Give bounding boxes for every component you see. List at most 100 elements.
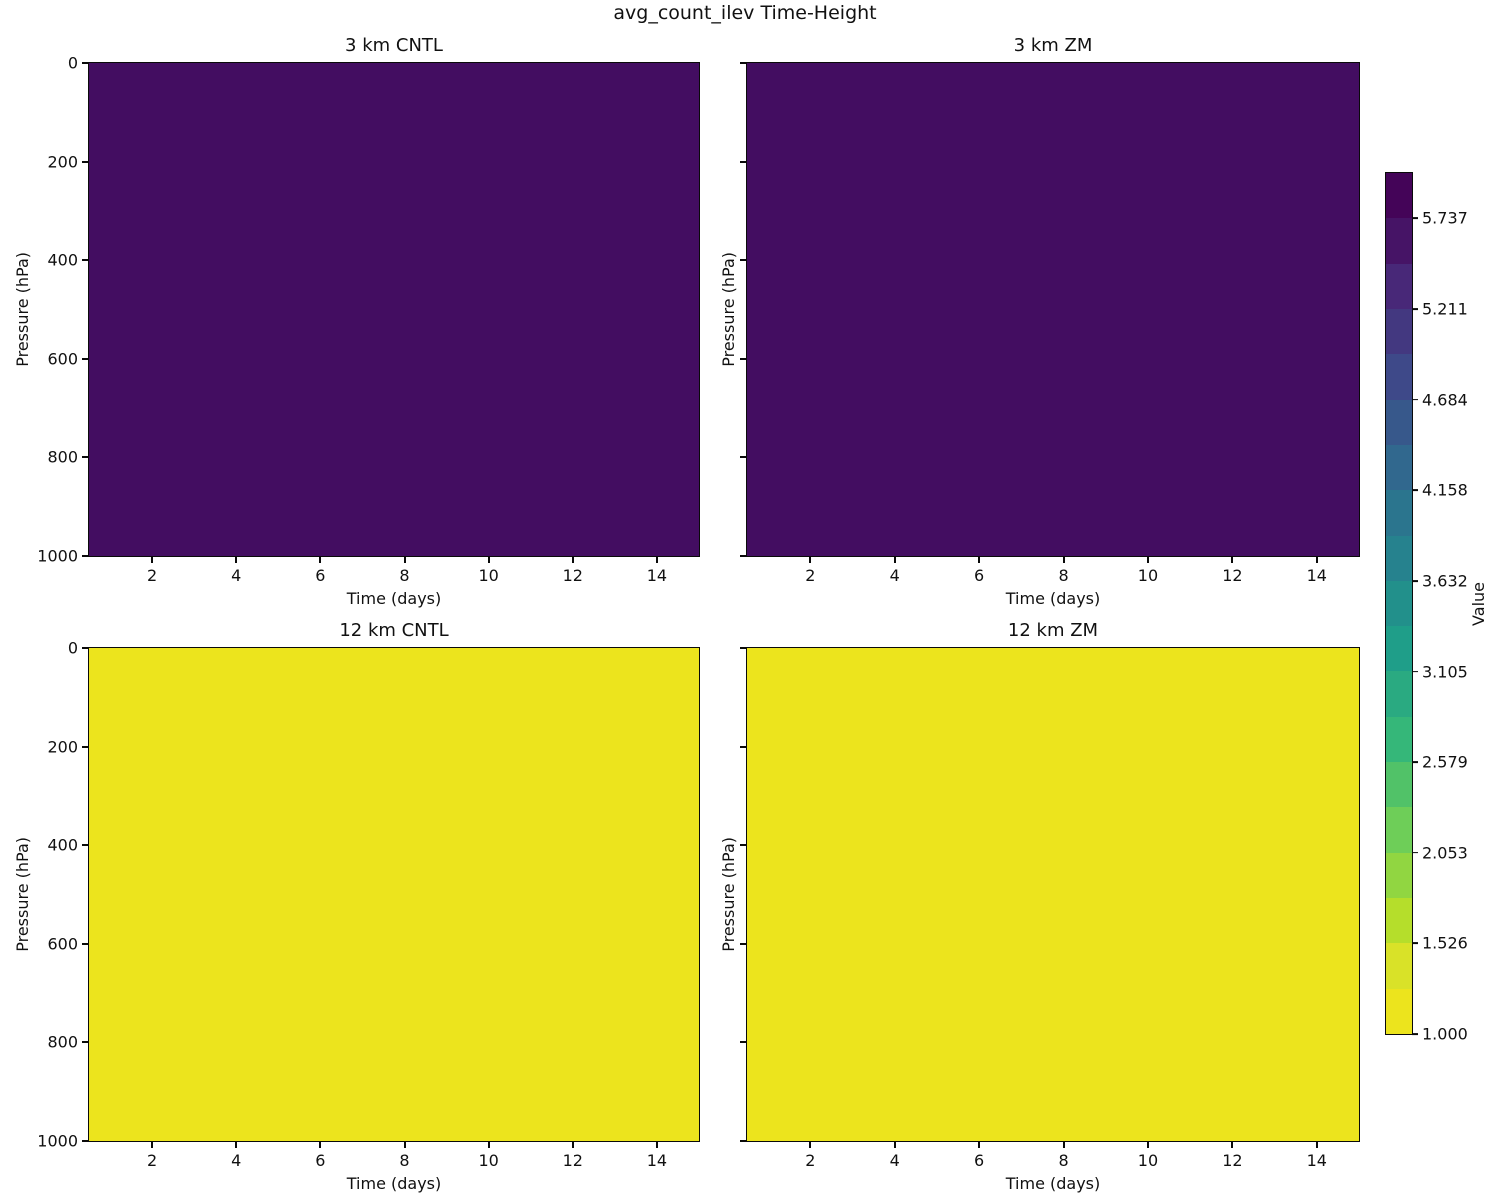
- colorbar-tick-mark: [1412, 1033, 1418, 1035]
- x-tick-mark: [809, 556, 812, 563]
- x-axis-label: Time (days): [1005, 589, 1101, 608]
- colorbar-segment: [1386, 943, 1412, 989]
- colorbar-tick-label: 4.684: [1422, 390, 1468, 410]
- colorbar-segment: [1386, 580, 1412, 627]
- figure-title: avg_count_ilev Time-Height: [613, 2, 877, 24]
- x-tick-label: 14: [1306, 566, 1327, 585]
- x-tick-label: 10: [1137, 566, 1159, 585]
- x-tick-mark: [487, 556, 490, 563]
- heatmap-3km-zm: 3 km ZM Pressure (hPa) Time (days) 2 4 6 8 1…: [719, 35, 1360, 608]
- x-tick-mark: [978, 556, 981, 563]
- colorbar-tick-label: 1.000: [1422, 1024, 1468, 1044]
- y-tick-mark: [740, 456, 747, 459]
- x-tick-label: 6: [974, 1151, 985, 1170]
- y-tick-mark: [740, 555, 747, 557]
- colorbar-tick-label: 4.158: [1422, 480, 1468, 500]
- y-tick-mark: [82, 942, 89, 945]
- x-tick-mark: [571, 556, 574, 563]
- x-tick-label: 6: [315, 566, 326, 585]
- y-tick-mark: [740, 844, 747, 847]
- x-tick-mark: [809, 1141, 812, 1148]
- x-tick-mark: [1315, 1141, 1318, 1148]
- y-tick-mark: [82, 1140, 89, 1142]
- x-tick-mark: [487, 1141, 490, 1148]
- colorbar-tick-label: 3.632: [1422, 571, 1468, 591]
- colorbar-tick-mark: [1412, 670, 1418, 673]
- colorbar-segment: [1386, 716, 1412, 763]
- y-tick-label: 600: [47, 934, 78, 954]
- x-tick-mark: [655, 556, 658, 563]
- x-tick-mark: [893, 556, 896, 563]
- x-tick-label: 8: [1058, 1151, 1069, 1170]
- colorbar-segment: [1386, 444, 1412, 491]
- y-tick-label: 0: [67, 638, 78, 658]
- subplot-title-3km-cntl: 3 km CNTL: [345, 35, 443, 56]
- x-axis-label: Time (days): [346, 589, 442, 608]
- subplot-title-12km-zm: 12 km ZM: [1007, 620, 1099, 641]
- colorbar-tick-label: 2.579: [1422, 752, 1468, 772]
- colorbar-segment: [1386, 852, 1412, 898]
- y-tick-mark: [740, 62, 747, 64]
- colorbar-tick-mark: [1412, 942, 1418, 945]
- x-tick-label: 10: [478, 566, 499, 585]
- x-tick-mark: [403, 556, 406, 563]
- x-tick-mark: [1231, 1141, 1234, 1148]
- y-tick-mark: [82, 160, 89, 163]
- x-tick-label: 4: [231, 1151, 242, 1170]
- y-tick-label: 800: [47, 1032, 78, 1052]
- colorbar-tick-mark: [1412, 851, 1418, 854]
- y-tick-label: 400: [47, 835, 78, 855]
- colorbar-segment: [1386, 399, 1412, 445]
- x-tick-label: 12: [562, 566, 583, 585]
- y-tick-mark: [740, 160, 747, 163]
- x-tick-mark: [235, 1141, 238, 1148]
- y-tick-label: 200: [47, 737, 78, 757]
- colorbar-segment: [1386, 173, 1412, 219]
- y-tick-mark: [82, 844, 89, 847]
- colorbar-segment: [1386, 988, 1412, 1034]
- x-tick-label: 6: [974, 566, 985, 585]
- x-tick-mark: [403, 1141, 406, 1148]
- x-tick-label: 4: [889, 566, 900, 585]
- y-tick-label: 400: [47, 250, 78, 270]
- colorbar-segment: [1386, 671, 1412, 717]
- colorbar-segment: [1386, 354, 1412, 400]
- x-axis-label: Time (days): [1005, 1174, 1101, 1193]
- heatmap-3km-cntl: 3 km CNTL Pressure (hPa) Time (days) 0 20…: [13, 35, 700, 608]
- y-axis-label: Pressure (hPa): [718, 837, 738, 952]
- y-tick-mark: [740, 1140, 747, 1142]
- x-tick-label: 2: [805, 566, 816, 585]
- y-tick-label: 1000: [37, 546, 78, 566]
- x-tick-mark: [655, 1141, 658, 1148]
- x-tick-label: 12: [1222, 566, 1243, 585]
- x-tick-mark: [235, 556, 238, 563]
- colorbar-tick-mark: [1412, 307, 1418, 310]
- x-tick-label: 12: [562, 1151, 583, 1170]
- y-tick-mark: [740, 942, 747, 945]
- y-tick-mark: [740, 1041, 747, 1044]
- colorbar-tick-label: 2.053: [1422, 843, 1468, 863]
- colorbar-segment: [1386, 762, 1412, 808]
- subplot-title-12km-cntl: 12 km CNTL: [339, 620, 449, 641]
- x-tick-label: 4: [889, 1151, 900, 1170]
- y-tick-mark: [740, 259, 747, 262]
- colorbar-tick-label: 5.737: [1422, 208, 1468, 228]
- colorbar-segment: [1386, 218, 1412, 264]
- heatmap-12km-zm: 12 km ZM Pressure (hPa) Time (days) 2 4 6 8…: [719, 620, 1360, 1193]
- y-tick-mark: [82, 456, 89, 459]
- colorbar-segment: [1386, 308, 1412, 355]
- x-tick-label: 10: [1137, 1151, 1159, 1170]
- x-tick-mark: [1315, 556, 1318, 563]
- colorbar-tick-mark: [1412, 579, 1418, 582]
- y-tick-mark: [82, 62, 89, 64]
- colorbar: 5.737 5.211 4.684 4.158 3.632 3.105 2.579 2.053…: [1385, 172, 1468, 1044]
- colorbar-segment: [1386, 263, 1412, 309]
- y-tick-mark: [740, 745, 747, 748]
- x-tick-mark: [151, 1141, 154, 1148]
- colorbar-tick-label: 5.211: [1422, 299, 1468, 319]
- y-axis-label: Pressure (hPa): [718, 252, 738, 367]
- x-tick-label: 6: [315, 1151, 326, 1170]
- y-tick-mark: [82, 259, 89, 262]
- y-tick-label: 200: [47, 152, 78, 172]
- subplot-title-3km-zm: 3 km ZM: [1013, 35, 1093, 56]
